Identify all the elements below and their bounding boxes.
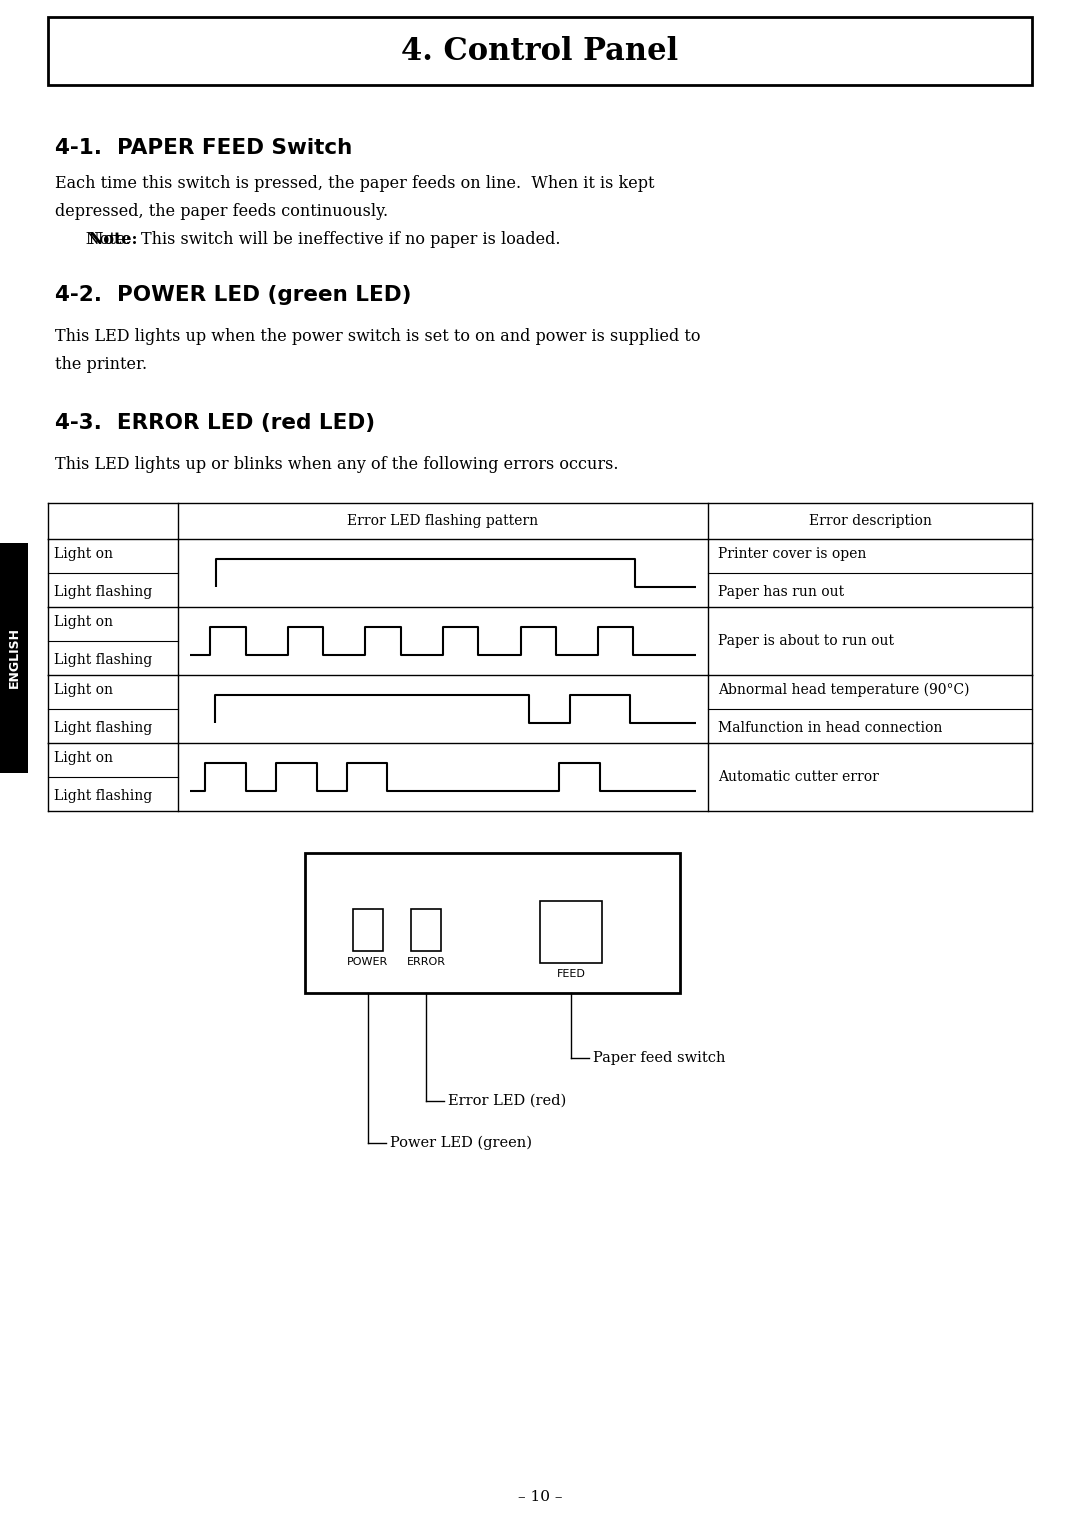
Text: 4. Control Panel: 4. Control Panel [402,35,678,66]
Text: – 10 –: – 10 – [517,1490,563,1504]
Text: Light flashing: Light flashing [54,789,152,803]
Text: 4-1.  PAPER FEED Switch: 4-1. PAPER FEED Switch [55,138,352,158]
Text: Note:  This switch will be ineffective if no paper is loaded.: Note: This switch will be ineffective if… [55,231,561,248]
Text: Paper is about to run out: Paper is about to run out [718,635,894,648]
Bar [411,909,441,950]
Text: Light on: Light on [54,751,113,765]
Text: depressed, the paper feeds continuously.: depressed, the paper feeds continuously. [55,202,388,221]
Text: This LED lights up or blinks when any of the following errors occurs.: This LED lights up or blinks when any of… [55,455,619,474]
Text: Automatic cutter error: Automatic cutter error [718,770,879,783]
Text: Paper has run out: Paper has run out [718,586,845,599]
Text: Light flashing: Light flashing [54,586,152,599]
Text: Light on: Light on [54,547,113,561]
Text: Each time this switch is pressed, the paper feeds on line.  When it is kept: Each time this switch is pressed, the pa… [55,175,654,192]
Text: This LED lights up when the power switch is set to on and power is supplied to: This LED lights up when the power switch… [55,328,701,345]
Text: Error description: Error description [809,514,931,527]
Text: Power LED (green): Power LED (green) [390,1136,532,1150]
Bar [48,17,1032,84]
Text: Printer cover is open: Printer cover is open [718,547,866,561]
Text: 4-3.  ERROR LED (red LED): 4-3. ERROR LED (red LED) [55,412,375,432]
Text: FEED: FEED [556,969,585,980]
Text: the printer.: the printer. [55,356,147,373]
Bar [305,852,680,993]
Text: ERROR: ERROR [406,957,446,967]
Bar [0,543,28,773]
Text: Error LED (red): Error LED (red) [448,1095,566,1108]
Text: Light on: Light on [54,615,113,629]
Text: Error LED flashing pattern: Error LED flashing pattern [348,514,539,527]
Bar [540,901,602,963]
Text: Malfunction in head connection: Malfunction in head connection [718,721,943,734]
Text: POWER: POWER [348,957,389,967]
Bar [353,909,383,950]
Text: Paper feed switch: Paper feed switch [593,1052,726,1065]
Text: Light on: Light on [54,684,113,698]
Text: ENGLISH: ENGLISH [8,627,21,688]
Text: Light flashing: Light flashing [54,721,152,734]
Text: Light flashing: Light flashing [54,653,152,667]
Text: 4-2.  POWER LED (green LED): 4-2. POWER LED (green LED) [55,285,411,305]
Text: Abnormal head temperature (90°C): Abnormal head temperature (90°C) [718,682,970,698]
Text: Note:: Note: [55,231,137,248]
